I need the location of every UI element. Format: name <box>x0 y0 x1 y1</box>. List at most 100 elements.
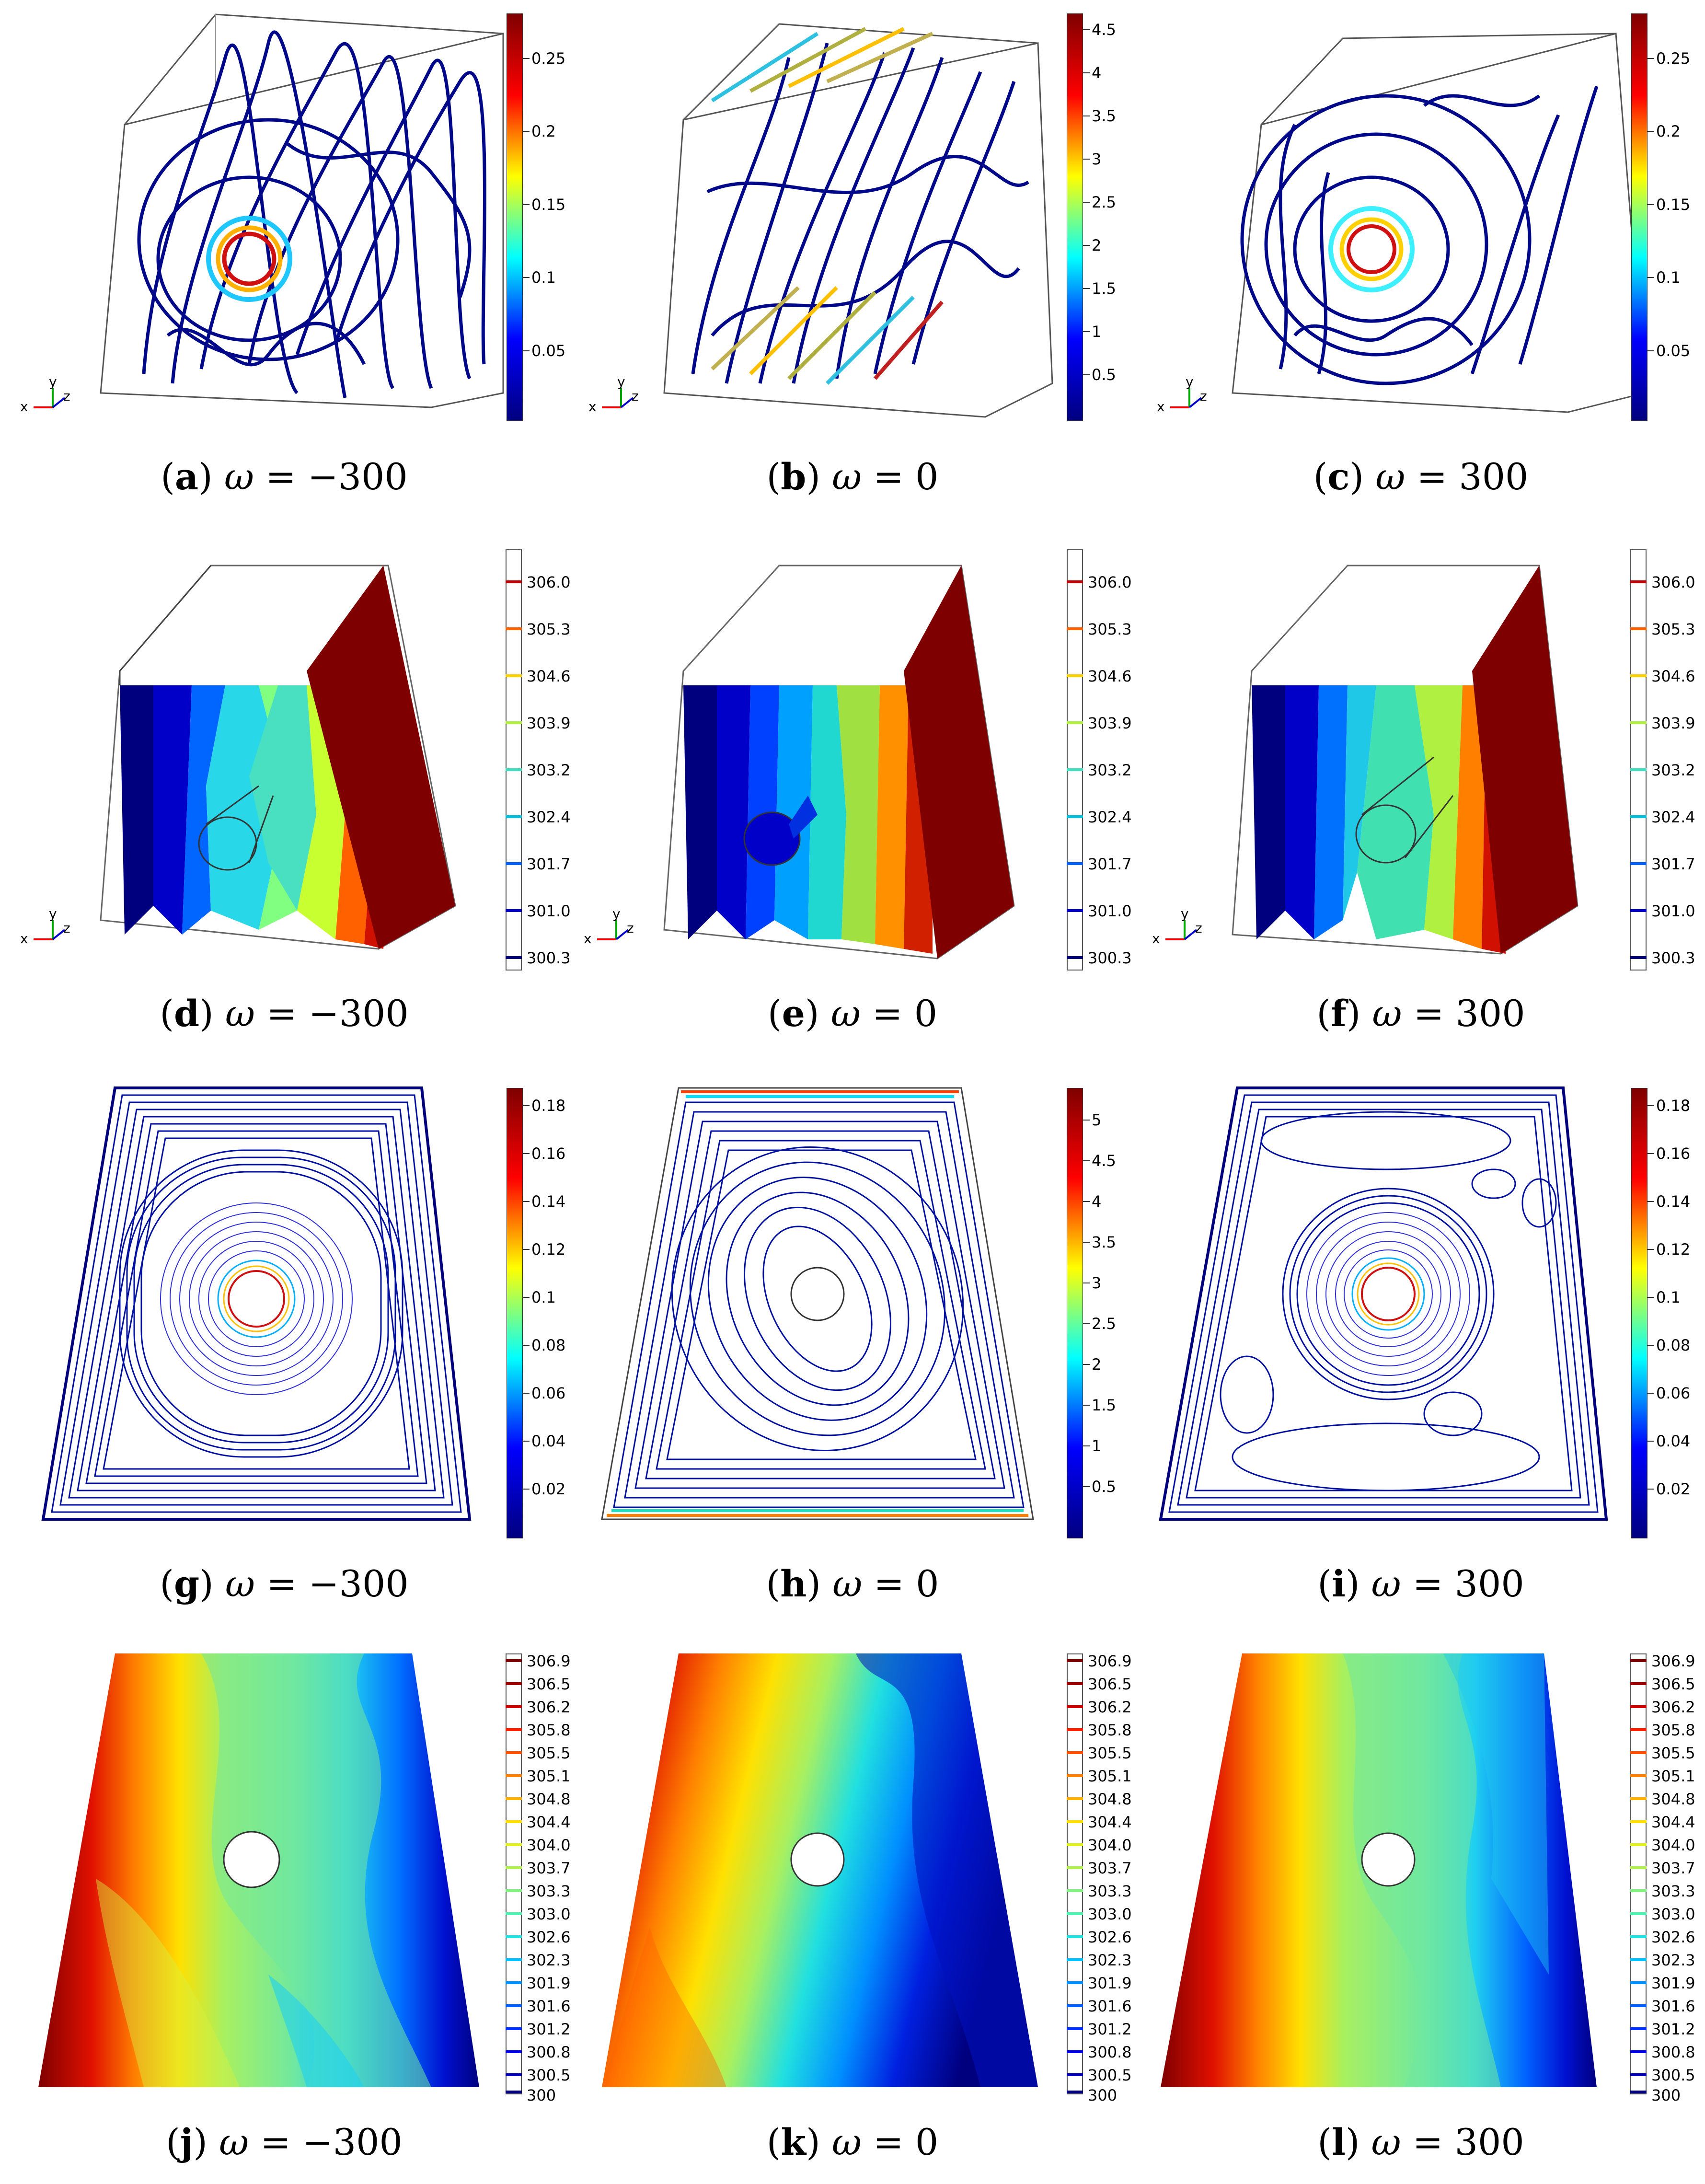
colorbar-tick-label: 0.2 <box>531 122 556 140</box>
caption-f: (f) ω = 300 <box>1316 992 1525 1035</box>
caption-omega: ω <box>225 992 255 1035</box>
legend-label: 301.2 <box>527 2020 571 2038</box>
legend-label: 301.6 <box>527 1997 571 2015</box>
caption-omega: ω <box>224 455 254 498</box>
colorbar-speed: 5 4.5 4 3.5 3 2.5 2 1.5 1 0.5 <box>1067 1088 1134 1538</box>
caption-h: (h) ω = 0 <box>766 1562 939 1605</box>
legend-label: 300 <box>1088 2086 1117 2104</box>
legend-label: 305.5 <box>527 1744 571 1762</box>
caption-omega: ω <box>832 1562 863 1605</box>
caption-omega: ω <box>1371 1562 1401 1605</box>
axis-label-x: x <box>1157 399 1165 415</box>
legend-label: 303.7 <box>1088 1859 1132 1877</box>
legend-label: 303.9 <box>1651 714 1695 732</box>
colorbar-speed: 0.25 0.2 0.15 0.1 0.05 <box>507 13 569 421</box>
axis-triad: x y z <box>588 374 645 422</box>
legend-label: 303.2 <box>527 761 571 779</box>
legend-label: 304.4 <box>1651 1813 1695 1831</box>
caption-value: = 0 <box>872 992 938 1035</box>
caption-letter: i <box>1331 1562 1346 1605</box>
caption-omega: ω <box>1372 992 1402 1035</box>
axis-label-z: z <box>632 388 639 404</box>
colorbar-tick-label: 0.02 <box>531 1480 566 1498</box>
temperature-legend: 306.9 306.5 306.2 305.8 305.5 305.1 304.… <box>506 1653 571 2103</box>
legend-label: 304.0 <box>1651 1836 1695 1854</box>
legend-label: 305.1 <box>527 1767 571 1785</box>
colorbar-tick-label: 0.16 <box>531 1144 566 1163</box>
temperature-contour-svg <box>1161 1653 1597 2087</box>
legend-label: 300 <box>527 2086 556 2104</box>
legend-label: 306.2 <box>1088 1698 1132 1716</box>
legend-label: 303.9 <box>527 714 571 732</box>
temperature-contour-svg <box>602 1653 1038 2087</box>
legend-label: 303.3 <box>1651 1882 1695 1900</box>
legend-label: 300 <box>1651 2086 1681 2104</box>
legend-label: 304.4 <box>1088 1813 1132 1831</box>
caption-omega: ω <box>219 2121 249 2163</box>
panel-a: x y z 0.25 0.2 0.15 0.1 0.05 (a) ω = −30… <box>0 0 568 518</box>
caption-letter: j <box>180 2121 194 2163</box>
caption-j: (j) ω = −300 <box>166 2121 403 2163</box>
colorbar-tick-label: 0.25 <box>1656 49 1691 68</box>
legend-label: 300.3 <box>1088 949 1132 967</box>
axis-label-z: z <box>627 920 634 936</box>
colorbar-tick-label: 0.1 <box>531 268 556 287</box>
colorbar-tick-label: 0.05 <box>1656 342 1691 360</box>
axis-label-y: y <box>1181 906 1189 922</box>
legend-label: 305.5 <box>1651 1744 1695 1762</box>
legend-label: 303.2 <box>1088 761 1132 779</box>
isotherm-legend: 306.0 305.3 304.6 303.9 303.2 302.4 301.… <box>1630 549 1702 971</box>
caption-g: (g) ω = −300 <box>160 1562 409 1605</box>
axis-triad: x y z <box>19 374 77 422</box>
caption-letter: c <box>1327 455 1350 498</box>
panel-d: x y z 306.0 305.3 304.6 303.9 303.2 302.… <box>0 527 571 1054</box>
legend-label: 300.5 <box>1651 2066 1695 2084</box>
legend-label: 304.6 <box>1088 667 1132 685</box>
axis-label-x: x <box>1152 931 1160 947</box>
legend-label: 303.0 <box>1651 1905 1695 1923</box>
axis-label-z: z <box>1195 920 1202 936</box>
legend-label: 303.3 <box>1088 1882 1132 1900</box>
legend-label: 300.5 <box>1088 2066 1132 2084</box>
legend-label: 306.2 <box>527 1698 571 1716</box>
colorbar-speed: 0.25 0.2 0.15 0.1 0.05 <box>1631 13 1703 421</box>
legend-label: 301.7 <box>1088 855 1132 873</box>
colorbar-tick-label: 0.2 <box>1656 122 1681 140</box>
colorbar-gradient <box>507 1088 523 1538</box>
legend-label: 303.9 <box>1088 714 1132 732</box>
colorbar-tick-label: 0.08 <box>1656 1336 1691 1354</box>
colorbar-gradient <box>1631 13 1647 421</box>
legend-label: 303.3 <box>527 1882 571 1900</box>
colorbar-tick-label: 0.14 <box>531 1192 566 1211</box>
caption-value: = 300 <box>1412 2121 1524 2163</box>
panel-l: 306.9 306.5 306.2 305.8 305.5 305.1 304.… <box>1137 1639 1705 2184</box>
axis-label-y: y <box>49 906 57 922</box>
colorbar-tick-label: 2.5 <box>1092 1315 1116 1333</box>
legend-label: 306.2 <box>1651 1698 1695 1716</box>
caption-omega: ω <box>831 2121 862 2163</box>
caption-letter: d <box>173 992 200 1035</box>
legend-label: 305.1 <box>1651 1767 1695 1785</box>
axis-label-x: x <box>20 931 28 947</box>
legend-label: 306.5 <box>1088 1675 1132 1693</box>
colorbar-tick-label: 2.5 <box>1092 193 1116 211</box>
caption-letter: h <box>780 1562 807 1605</box>
legend-label: 304.6 <box>527 667 571 685</box>
panel-b: x y z 4.5 4 3.5 3 2.5 2 1.5 1 0.5 (b) ω … <box>568 0 1137 518</box>
colorbar-tick-label: 3.5 <box>1092 107 1116 125</box>
caption-letter: e <box>782 992 805 1035</box>
legend-label: 301.9 <box>1651 1974 1695 1992</box>
colorbar-tick-label: 0.08 <box>531 1336 566 1354</box>
colorbar-tick-label: 0.04 <box>531 1432 566 1450</box>
legend-label: 303.2 <box>1651 761 1695 779</box>
colorbar-tick-label: 0.15 <box>531 196 566 214</box>
legend-label: 301.2 <box>1088 2020 1132 2038</box>
axis-label-z: z <box>1200 388 1207 404</box>
axis-label-x: x <box>588 399 597 415</box>
axis-triad-icon <box>1165 920 1198 940</box>
colorbar-tick-label: 0.12 <box>1656 1240 1691 1259</box>
caption-value: = −300 <box>266 992 409 1035</box>
legend-label: 306.5 <box>527 1675 571 1693</box>
axis-triad: x y z <box>19 906 77 954</box>
caption-letter: k <box>781 2121 806 2163</box>
